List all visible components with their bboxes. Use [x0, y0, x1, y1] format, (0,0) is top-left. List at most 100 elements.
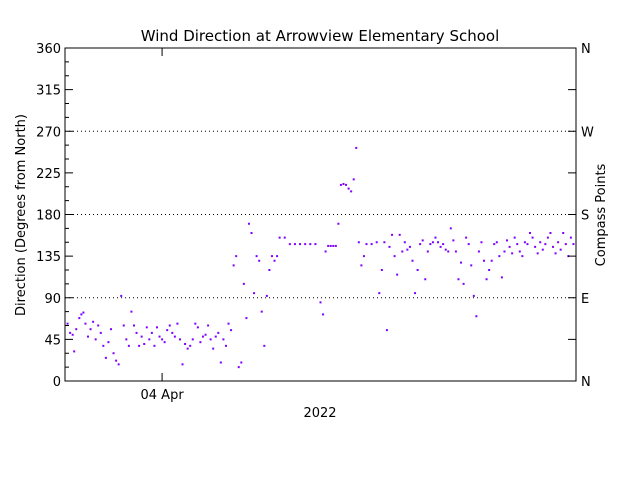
data-point: [89, 328, 92, 331]
data-point: [278, 236, 281, 239]
data-point: [339, 183, 342, 186]
data-point: [219, 361, 222, 364]
data-point: [122, 324, 125, 327]
data-point: [235, 255, 238, 258]
data-point: [82, 311, 85, 314]
data-point: [309, 243, 312, 246]
data-point: [181, 363, 184, 366]
data-point: [125, 338, 128, 341]
data-point: [212, 347, 215, 350]
data-point: [173, 335, 176, 338]
y-tick-label: 360: [36, 42, 61, 57]
data-point: [240, 361, 243, 364]
data-point: [429, 243, 432, 246]
data-point: [127, 344, 130, 347]
data-point: [163, 341, 166, 344]
data-point: [171, 331, 174, 334]
data-point: [460, 261, 463, 264]
data-point: [224, 344, 227, 347]
data-point: [526, 243, 529, 246]
data-point: [403, 241, 406, 244]
data-point: [86, 335, 89, 338]
data-point: [161, 338, 164, 341]
data-point: [480, 241, 483, 244]
data-point: [554, 252, 557, 255]
data-point: [569, 236, 572, 239]
data-point: [73, 350, 76, 353]
data-point: [80, 313, 83, 316]
data-point: [276, 255, 279, 258]
y-tick-label: 225: [36, 167, 61, 182]
data-point: [475, 315, 478, 318]
x-axis-label: 2022: [303, 406, 336, 421]
data-point: [189, 344, 192, 347]
data-point: [442, 243, 445, 246]
data-point: [498, 255, 501, 258]
data-point: [539, 241, 542, 244]
data-point: [434, 236, 437, 239]
data-point: [362, 255, 365, 258]
data-point: [299, 243, 302, 246]
data-point: [250, 232, 253, 234]
data-point: [258, 259, 261, 262]
data-point: [467, 243, 470, 246]
data-point: [506, 239, 509, 242]
data-point: [465, 236, 468, 239]
data-point: [516, 243, 519, 246]
data-point: [247, 222, 250, 225]
data-point: [66, 322, 69, 325]
data-point: [97, 324, 100, 327]
y-axis-label: Direction (Degrees from North): [14, 114, 29, 316]
data-point: [352, 178, 355, 181]
data-point: [534, 245, 537, 248]
data-point: [94, 338, 97, 341]
data-point: [319, 301, 322, 304]
data-point: [472, 294, 475, 297]
data-point: [421, 239, 424, 242]
data-point: [529, 232, 532, 234]
data-point: [263, 344, 266, 347]
data-point: [552, 245, 555, 248]
data-point: [150, 331, 153, 334]
data-point: [508, 245, 511, 248]
data-point: [562, 232, 565, 234]
data-point: [503, 250, 506, 253]
data-point: [260, 310, 263, 313]
data-point: [140, 335, 143, 338]
data-point: [439, 245, 442, 248]
data-point: [132, 324, 135, 327]
data-point: [495, 241, 498, 244]
data-point: [199, 341, 202, 344]
y-tick-label: 315: [36, 84, 61, 99]
data-point: [214, 335, 217, 338]
data-point: [385, 329, 388, 332]
data-point: [541, 248, 544, 251]
data-point: [232, 264, 235, 267]
data-point: [447, 250, 450, 253]
data-point: [513, 236, 516, 239]
data-point: [71, 333, 74, 336]
compass-label: W: [581, 125, 594, 140]
data-point: [485, 278, 488, 281]
axes: 0 45 90 135 180 225 270 315 360 N E S W N 04 Apr: [36, 42, 594, 403]
data-point: [115, 359, 118, 362]
data-point: [521, 255, 524, 258]
data-point: [490, 259, 493, 262]
data-point: [293, 243, 296, 246]
data-point: [288, 243, 291, 246]
data-point: [207, 324, 210, 327]
data-point: [69, 331, 72, 334]
data-point: [255, 255, 258, 258]
y-tick-label: 135: [36, 250, 61, 265]
data-point: [345, 183, 348, 186]
data-point: [457, 278, 460, 281]
data-point: [557, 241, 560, 244]
data-point: [531, 236, 534, 239]
data-point: [406, 248, 409, 251]
data-point: [355, 146, 358, 149]
data-point: [437, 241, 440, 244]
data-point: [462, 282, 465, 285]
data-point: [416, 269, 419, 271]
data-point: [383, 241, 386, 244]
